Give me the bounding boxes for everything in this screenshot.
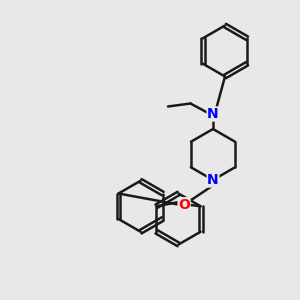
Text: O: O xyxy=(178,198,190,212)
Text: N: N xyxy=(207,107,219,121)
Text: N: N xyxy=(207,173,219,187)
